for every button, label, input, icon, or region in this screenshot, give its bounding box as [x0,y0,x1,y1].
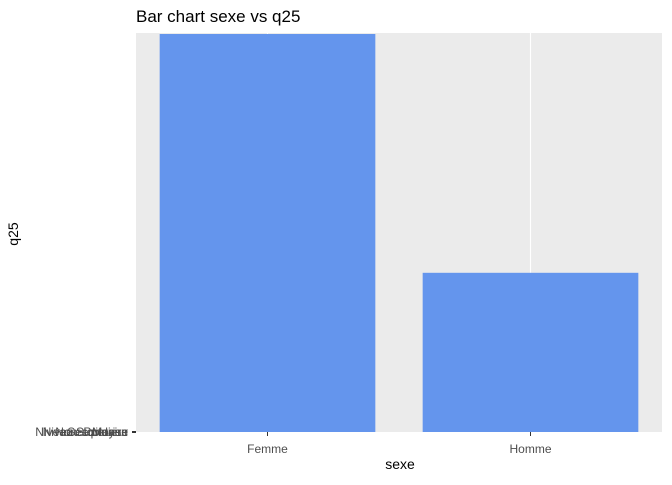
x-tick-label: Homme [509,442,551,456]
x-axis-ticks: Femme Homme [247,432,552,456]
y-tick-label: Niveau Superieur [35,425,128,439]
y-tick-label: Moyen [92,425,128,439]
x-axis-title: sexe [385,456,415,472]
bar-homme [422,272,639,432]
y-tick-label: Niveau Primaire [43,425,129,439]
y-axis-title: q25 [5,222,21,246]
y-tick-label: Non scolarise [55,425,128,439]
bar-femme [159,34,376,432]
x-tick-label: Femme [247,442,288,456]
bars [159,34,639,432]
chart-title: Bar chart sexe vs q25 [136,7,300,26]
y-tick-label: Secondaire [67,425,128,439]
